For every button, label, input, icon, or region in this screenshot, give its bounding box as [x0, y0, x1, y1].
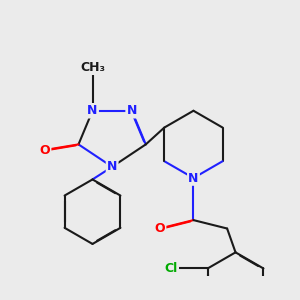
- Text: Cl: Cl: [164, 262, 178, 275]
- Text: CH₃: CH₃: [80, 61, 105, 74]
- Text: O: O: [154, 222, 165, 235]
- Text: N: N: [107, 160, 117, 173]
- Text: N: N: [188, 172, 199, 184]
- Text: N: N: [127, 104, 137, 117]
- Text: N: N: [87, 104, 98, 117]
- Text: O: O: [40, 143, 50, 157]
